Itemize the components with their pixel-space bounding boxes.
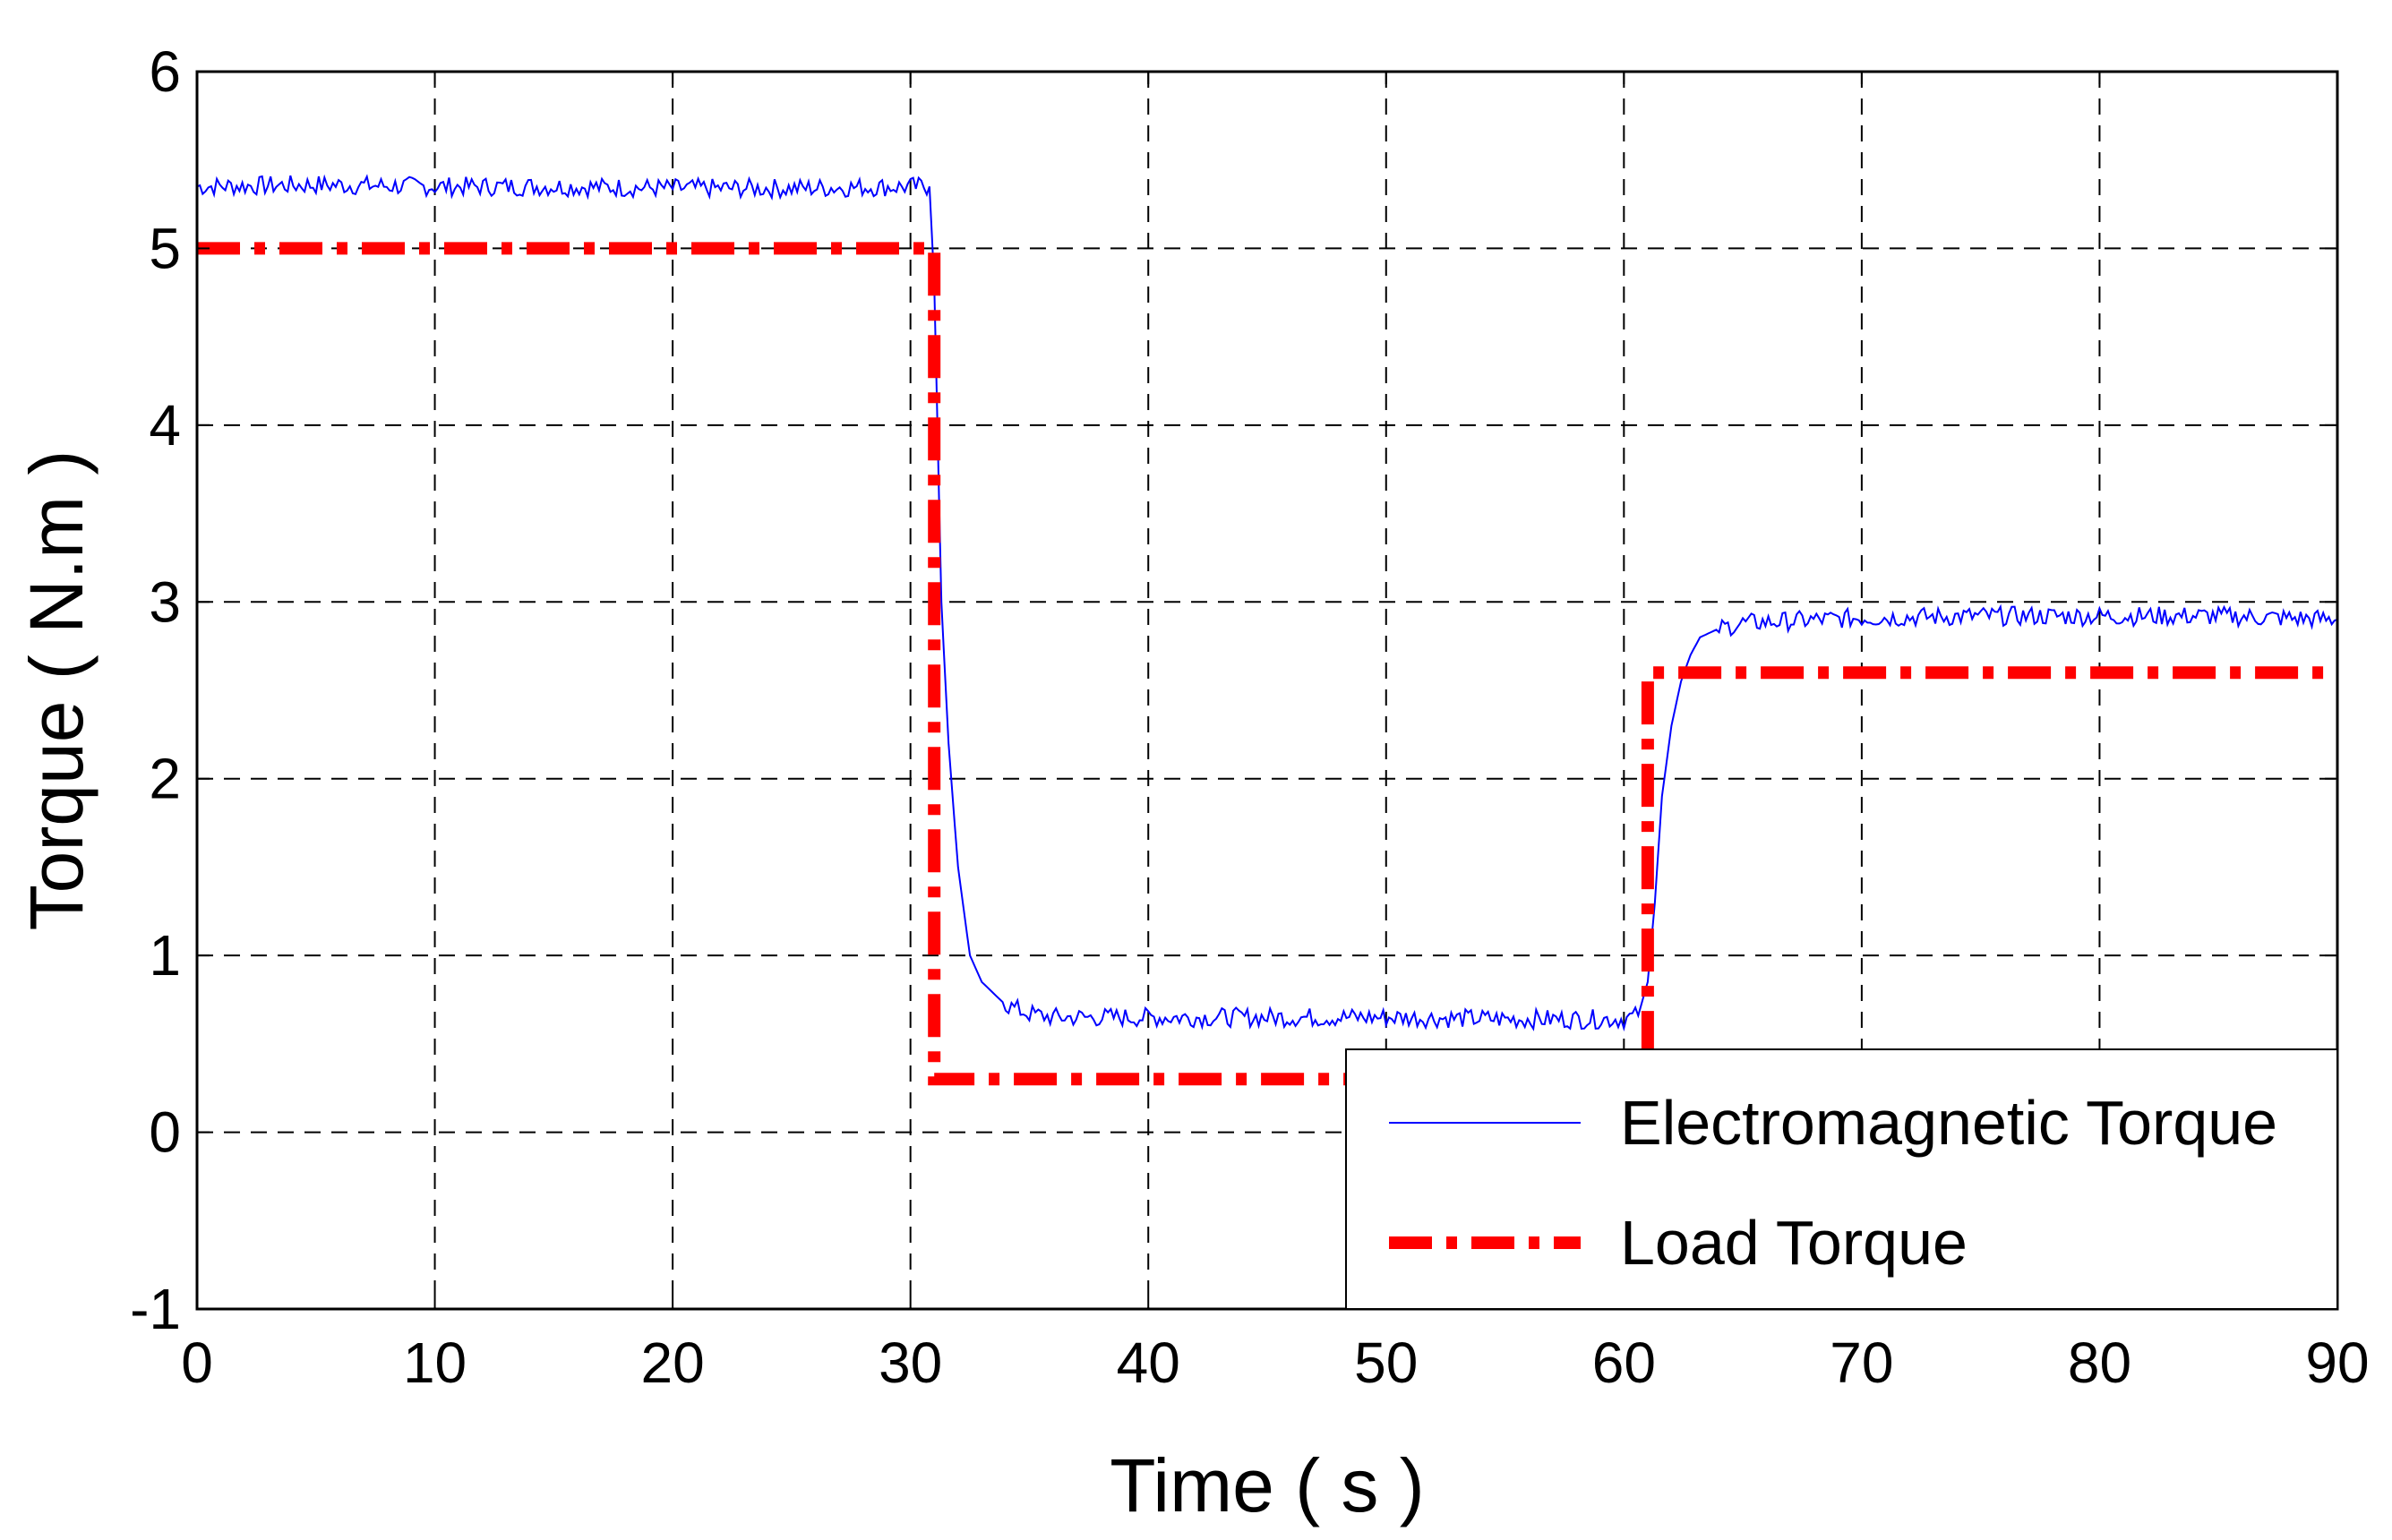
y-tick-label: 6 <box>149 39 181 104</box>
x-axis-label: Time ( s ) <box>1110 1443 1425 1527</box>
legend-label-load-torque: Load Torque <box>1620 1208 1968 1278</box>
x-tick-label: 50 <box>1354 1330 1418 1395</box>
y-tick-label: 3 <box>149 569 181 634</box>
x-tick-label: 70 <box>1830 1330 1893 1395</box>
x-tick-label: 80 <box>2068 1330 2131 1395</box>
y-tick-label: 0 <box>149 1100 181 1165</box>
y-tick-label: 2 <box>149 747 181 811</box>
series-line-electromagnetic-torque <box>196 174 2338 1032</box>
plot-frame <box>195 70 2339 1311</box>
legend-box <box>1345 1048 2338 1310</box>
x-tick-label: 60 <box>1592 1330 1656 1395</box>
x-tick-label: 90 <box>2305 1330 2369 1395</box>
y-tick-label: -1 <box>130 1277 181 1341</box>
y-tick-label: 4 <box>149 393 181 458</box>
x-tick-label: 0 <box>181 1330 213 1395</box>
series-line-load-torque <box>197 242 2337 1086</box>
y-axis-label: Torque ( N.m ) <box>14 450 99 931</box>
y-tick-label: 5 <box>149 216 181 280</box>
legend-label-electromagnetic-torque: Electromagnetic Torque <box>1620 1088 2277 1158</box>
x-tick-label: 20 <box>641 1330 705 1395</box>
y-tick-label: 1 <box>149 923 181 988</box>
plot-series <box>196 174 2338 1086</box>
x-tick-label: 30 <box>879 1330 942 1395</box>
legend: Electromagnetic Torque Load Torque <box>1345 1048 2338 1310</box>
x-tick-label: 10 <box>403 1330 467 1395</box>
x-tick-label: 40 <box>1117 1330 1180 1395</box>
